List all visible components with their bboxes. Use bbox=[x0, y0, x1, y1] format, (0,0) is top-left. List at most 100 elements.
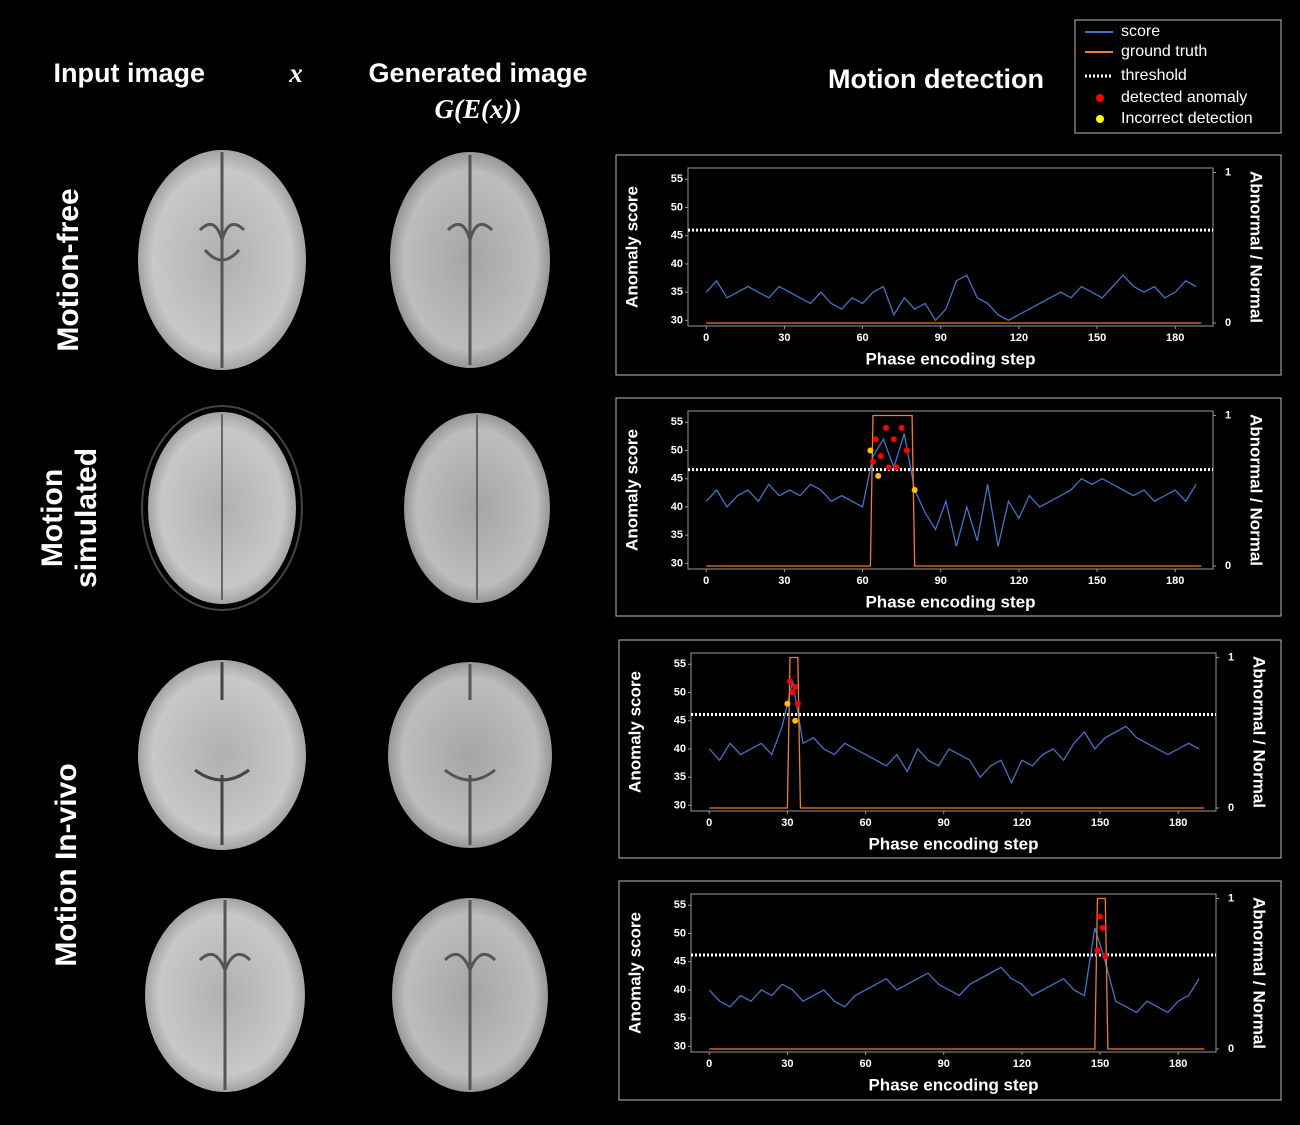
anomaly-point bbox=[1099, 924, 1106, 931]
legend-box bbox=[1074, 19, 1282, 134]
series-line bbox=[709, 656, 1205, 809]
x-tick-label: 120 bbox=[1013, 817, 1031, 829]
legend-label: threshold bbox=[1121, 67, 1187, 84]
anomaly-point bbox=[1102, 953, 1109, 960]
y2-tick-label: 1 bbox=[1228, 651, 1234, 663]
anomaly-point bbox=[784, 700, 791, 707]
x-tick-label: 90 bbox=[938, 1058, 950, 1070]
legend-swatch bbox=[1096, 115, 1104, 123]
y-tick-label: 40 bbox=[674, 743, 686, 755]
legend-swatch bbox=[1096, 94, 1104, 102]
y-tick-label: 50 bbox=[674, 927, 686, 939]
plot-area bbox=[690, 893, 1217, 1053]
y2-tick-label: 0 bbox=[1228, 1043, 1234, 1055]
anomaly-point bbox=[872, 436, 879, 443]
legend-label: ground truth bbox=[1121, 43, 1207, 60]
series-line bbox=[708, 927, 1200, 1014]
y2-axis-label: Abnormal / Normal bbox=[1250, 897, 1269, 1049]
y-tick-label: 30 bbox=[674, 1040, 686, 1052]
brain-image bbox=[390, 152, 550, 368]
y-tick-label: 35 bbox=[671, 286, 683, 298]
plot-area bbox=[690, 652, 1217, 812]
x-tick-label: 150 bbox=[1088, 575, 1106, 587]
series-line bbox=[709, 897, 1205, 1050]
x-tick-label: 30 bbox=[781, 1058, 793, 1070]
y-axis-label: Anomaly score bbox=[622, 429, 641, 551]
x-tick-label: 180 bbox=[1166, 575, 1184, 587]
anomaly-point bbox=[898, 424, 905, 431]
column-math: G(E(x)) bbox=[435, 94, 522, 124]
column-header: Generated image bbox=[368, 58, 587, 88]
legend-label: Incorrect detection bbox=[1121, 110, 1253, 127]
anomaly-point bbox=[883, 424, 890, 431]
y-tick-label: 55 bbox=[671, 173, 683, 185]
y-tick-label: 55 bbox=[674, 899, 686, 911]
x-tick-label: 150 bbox=[1091, 1058, 1109, 1070]
x-axis-label: Phase encoding step bbox=[865, 592, 1035, 611]
x-tick-label: 0 bbox=[703, 575, 709, 587]
anomaly-point bbox=[890, 436, 897, 443]
anomaly-point bbox=[877, 453, 884, 460]
y2-axis-label: Abnormal / Normal bbox=[1250, 656, 1269, 808]
y-axis-label: Anomaly score bbox=[625, 912, 644, 1034]
brain-images bbox=[138, 150, 552, 1092]
y2-tick-label: 0 bbox=[1228, 802, 1234, 814]
y2-tick-label: 1 bbox=[1228, 892, 1234, 904]
x-tick-label: 180 bbox=[1166, 332, 1184, 344]
legend-label: detected anomaly bbox=[1121, 89, 1247, 106]
x-tick-label: 180 bbox=[1169, 1058, 1187, 1070]
x-tick-label: 150 bbox=[1091, 817, 1109, 829]
row-label: Motion bbox=[36, 469, 69, 567]
row-label: Motion In-vivo bbox=[50, 763, 83, 966]
anomaly-point bbox=[869, 458, 876, 465]
legend-label: score bbox=[1121, 23, 1160, 40]
brain-image bbox=[138, 150, 306, 370]
y-tick-label: 40 bbox=[671, 258, 683, 270]
anomaly-point bbox=[875, 472, 882, 479]
x-tick-label: 60 bbox=[856, 332, 868, 344]
anomaly-point bbox=[903, 447, 910, 454]
y-tick-label: 30 bbox=[671, 557, 683, 569]
y2-axis-label: Abnormal / Normal bbox=[1247, 414, 1266, 566]
y-tick-label: 40 bbox=[674, 984, 686, 996]
y-tick-label: 30 bbox=[674, 799, 686, 811]
x-tick-label: 30 bbox=[781, 817, 793, 829]
x-tick-label: 150 bbox=[1088, 332, 1106, 344]
row-label: simulated bbox=[70, 448, 103, 588]
y-tick-label: 30 bbox=[671, 314, 683, 326]
y-axis-label: Anomaly score bbox=[622, 186, 641, 308]
row-label: Motion-free bbox=[52, 188, 85, 351]
x-tick-label: 30 bbox=[778, 332, 790, 344]
series-line bbox=[706, 414, 1202, 567]
y-tick-label: 45 bbox=[671, 473, 683, 485]
y-tick-label: 45 bbox=[671, 230, 683, 242]
anomaly-point bbox=[885, 464, 892, 471]
anomaly-point bbox=[794, 700, 801, 707]
y-tick-label: 50 bbox=[674, 686, 686, 698]
y-tick-label: 50 bbox=[671, 201, 683, 213]
x-tick-label: 90 bbox=[935, 332, 947, 344]
brain-image bbox=[145, 898, 305, 1092]
x-tick-label: 60 bbox=[859, 1058, 871, 1070]
plot-area bbox=[687, 410, 1214, 570]
x-tick-label: 60 bbox=[859, 817, 871, 829]
y-tick-label: 45 bbox=[674, 715, 686, 727]
column-math: x bbox=[288, 58, 303, 88]
column-header: Motion detection bbox=[828, 64, 1044, 94]
y-tick-label: 40 bbox=[671, 501, 683, 513]
anomaly-point bbox=[911, 487, 918, 493]
anomaly-point bbox=[893, 464, 900, 471]
y-tick-label: 45 bbox=[674, 956, 686, 968]
y-tick-label: 35 bbox=[674, 771, 686, 783]
anomaly-point bbox=[792, 717, 799, 724]
x-tick-label: 0 bbox=[706, 817, 712, 829]
y-axis-label: Anomaly score bbox=[625, 671, 644, 793]
anomaly-point bbox=[789, 689, 796, 696]
x-tick-label: 0 bbox=[706, 1058, 712, 1070]
brain-image bbox=[138, 660, 306, 850]
brain-image bbox=[392, 898, 548, 1092]
x-axis-label: Phase encoding step bbox=[868, 834, 1038, 853]
y-tick-label: 50 bbox=[671, 444, 683, 456]
series-line bbox=[705, 274, 1197, 322]
